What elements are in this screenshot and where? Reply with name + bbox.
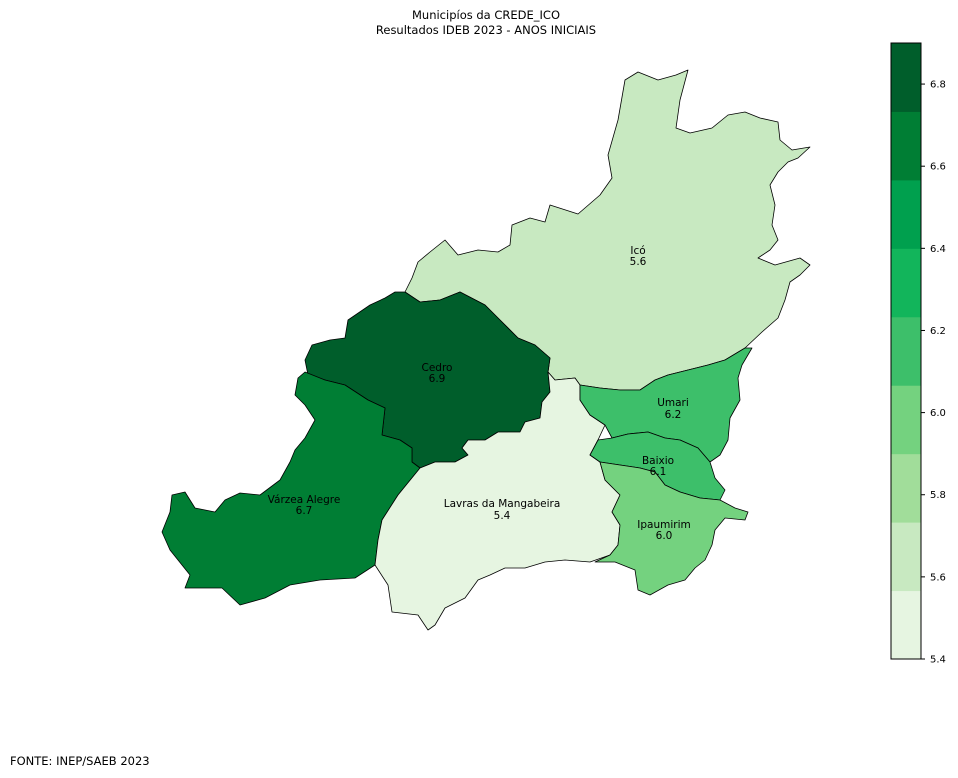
colorbar-tick-label: 6.6 [930,162,946,173]
label-cedro-name: Cedro [422,362,453,374]
label-varzea-value: 6.7 [296,505,313,517]
colorbar-tick-label: 6.8 [930,80,946,91]
colorbar-band [891,43,921,112]
colorbar-band [891,522,921,592]
colorbar-tick-label: 5.8 [930,490,946,501]
label-varzea-name: Várzea Alegre [268,494,341,506]
colorbar-tick-label: 6.2 [930,326,946,337]
colorbar-tick-label: 5.4 [930,655,946,666]
title-line-2: Resultados IDEB 2023 - ANOS INICIAIS [375,23,597,37]
region-varzea-alegre[interactable] [161,371,421,606]
colorbar-frame [890,42,922,660]
label-ico-name: Icó [630,245,645,257]
label-ipaumirim-name: Ipaumirim [637,519,690,531]
title-line-1: Municipíos da CREDE_ICO [411,8,561,22]
label-ipaumirim-value: 6.0 [656,530,673,542]
colorbar-tick-label: 6.4 [930,244,946,255]
label-baixio-name: Baixio [642,455,674,467]
colorbar-band [891,590,921,660]
label-baixio-value: 6.1 [650,466,667,478]
colorbar-tick-label: 5.6 [930,572,946,583]
colorbar-band [891,453,921,523]
source-note: FONTE: INEP/SAEB 2023 [10,754,150,768]
colorbar-band [891,316,921,386]
colorbar-tick-label: 6.0 [930,408,946,419]
colorbar-ticks: 5.4 5.6 5.8 6.0 6.2 6.4 6.6 6.8 [921,80,946,666]
colorbar-band [891,248,921,318]
label-lavras-name: Lavras da Mangabeira [444,498,561,510]
label-umari-value: 6.2 [665,409,682,421]
label-ico-value: 5.6 [630,256,647,268]
colorbar-band [891,179,921,249]
label-umari-name: Umari [657,397,689,409]
colorbar-band [891,385,921,455]
colorbar-band [891,111,921,181]
label-lavras-value: 5.4 [494,510,511,522]
map-title: Municipíos da CREDE_ICO Resultados IDEB … [0,8,958,38]
colorbar-bands [891,43,921,660]
label-cedro-value: 6.9 [429,373,446,385]
region-ipaumirim[interactable] [594,461,749,596]
